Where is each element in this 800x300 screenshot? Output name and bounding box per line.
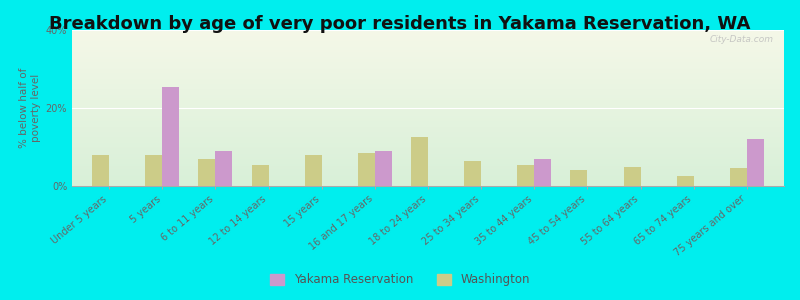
Bar <box>198 159 215 186</box>
Text: City-Data.com: City-Data.com <box>710 35 774 44</box>
Text: Breakdown by age of very poor residents in Yakama Reservation, WA: Breakdown by age of very poor residents … <box>50 15 750 33</box>
Bar <box>677 176 694 186</box>
Bar <box>215 151 233 186</box>
Bar <box>162 86 179 186</box>
Bar <box>92 155 109 186</box>
Bar <box>534 159 551 186</box>
Bar <box>358 153 375 186</box>
Bar <box>146 155 162 186</box>
Bar <box>730 168 747 186</box>
Y-axis label: % below half of
poverty level: % below half of poverty level <box>19 68 42 148</box>
Bar <box>251 164 269 186</box>
Bar <box>570 170 587 186</box>
Bar <box>305 155 322 186</box>
Bar <box>623 167 641 186</box>
Bar <box>375 151 392 186</box>
Bar <box>464 161 481 186</box>
Bar <box>518 164 534 186</box>
Bar <box>411 137 428 186</box>
Bar <box>747 139 764 186</box>
Legend: Yakama Reservation, Washington: Yakama Reservation, Washington <box>266 269 534 291</box>
